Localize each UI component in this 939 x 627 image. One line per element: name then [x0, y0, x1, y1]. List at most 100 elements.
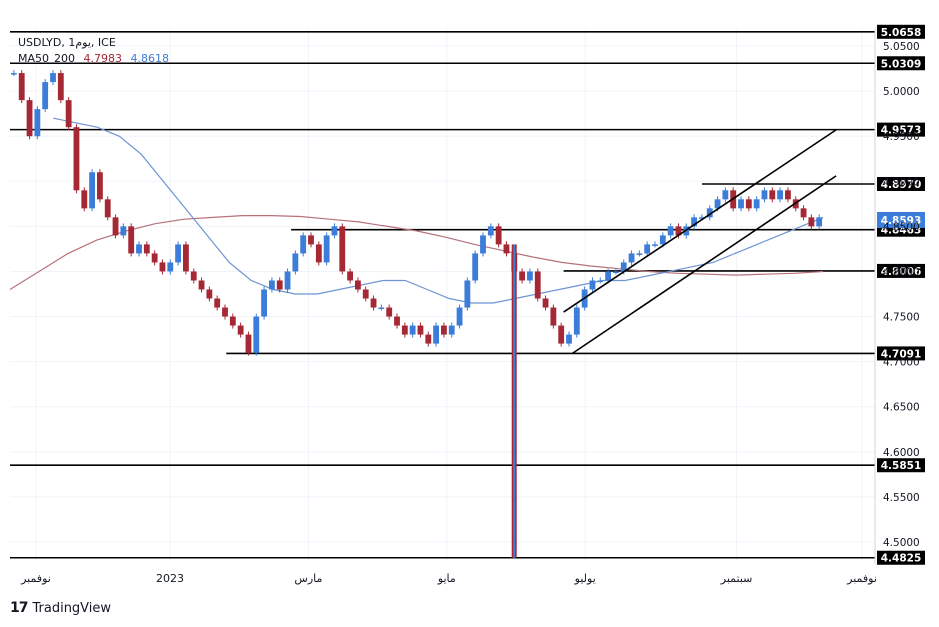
candle [503, 244, 510, 254]
candle [495, 226, 502, 245]
candle [433, 325, 440, 344]
candle [644, 244, 651, 254]
candle [808, 217, 815, 227]
price-level-tag [877, 176, 925, 191]
candle [370, 298, 377, 308]
candle [738, 199, 744, 209]
candle [245, 334, 252, 353]
candle [261, 289, 268, 317]
candle [667, 226, 674, 236]
price-level-tag [877, 122, 925, 137]
y-axis: 5.0500 5.0000 4.9500 4.9000 4.8500 4.8000 4.75… [874, 28, 920, 564]
moving-averages [9, 117, 824, 304]
candle [183, 244, 189, 272]
y-tick-label: 4.9000 [883, 176, 920, 188]
candle [339, 226, 346, 272]
candles [11, 70, 823, 558]
candle [558, 325, 565, 344]
price-level-label: 4.8970 [881, 179, 922, 191]
price-level-label: 5.0658 [881, 27, 922, 39]
candle [34, 109, 41, 137]
price-level-label: 4.5851 [881, 460, 922, 472]
candle [480, 235, 486, 254]
x-tick-label: يوليو [574, 572, 596, 585]
candle [73, 127, 80, 191]
candle [151, 253, 158, 263]
candle [89, 172, 96, 209]
candle [120, 226, 127, 236]
candle [175, 244, 182, 263]
candle [222, 307, 228, 317]
current-price-tag [877, 211, 925, 228]
price-level-label: 5.0309 [881, 58, 922, 70]
candle [276, 280, 283, 290]
candle [519, 271, 526, 281]
candle [652, 244, 658, 246]
candle [190, 271, 197, 281]
candle [605, 271, 612, 281]
candle [745, 199, 752, 209]
candle [441, 325, 447, 335]
candle [331, 226, 338, 236]
price-level-label: 4.9573 [881, 125, 922, 137]
ma-label-2: 200 [54, 52, 76, 65]
candle [613, 271, 619, 273]
candle [456, 307, 463, 326]
y-tick-label: 4.9500 [883, 131, 920, 143]
ma-value-2: 4.8618 [130, 52, 170, 65]
price-level-tag [877, 24, 925, 39]
candle [659, 235, 666, 245]
candle [761, 190, 768, 200]
candle [386, 307, 393, 317]
candle [18, 73, 25, 101]
candle [57, 73, 64, 101]
y-tick-label: 4.8000 [883, 266, 920, 278]
y-tick-label: 4.5500 [883, 492, 920, 504]
x-tick-label: مايو [437, 572, 456, 585]
price-level-tag [877, 458, 925, 473]
candle [167, 262, 174, 272]
price-level-tag [877, 56, 925, 71]
candle [315, 244, 322, 263]
candle [394, 316, 400, 326]
candle [589, 280, 596, 290]
candle [50, 73, 56, 83]
candle [597, 280, 604, 282]
candle [347, 271, 354, 281]
candle [800, 208, 807, 218]
candle [136, 244, 142, 254]
price-level-tag [877, 263, 925, 278]
x-tick-label: نوفمبر [20, 572, 51, 585]
candle [26, 100, 33, 137]
candle [534, 271, 541, 299]
y-tick-label: 5.0000 [883, 86, 920, 98]
candle [362, 289, 369, 299]
candle [691, 217, 698, 227]
candle [699, 217, 705, 219]
candle [785, 190, 791, 200]
candle [566, 334, 572, 344]
candle [753, 199, 760, 209]
candle [143, 244, 150, 254]
candle [628, 253, 635, 263]
y-tick-label: 4.7000 [883, 357, 920, 369]
footer: 17 TradingView [10, 600, 111, 616]
candle [97, 172, 103, 200]
candle [323, 235, 330, 263]
candle [214, 298, 221, 308]
candle [253, 316, 260, 353]
candle [198, 280, 205, 290]
candle [401, 325, 408, 335]
candle [159, 262, 166, 272]
candle [550, 307, 557, 326]
chart-legend: USDLYD, 1يوم, ICE MA50 200 4.7983 4.8618 [18, 35, 174, 67]
ma-label: MA50 [18, 52, 50, 65]
y-tick-label: 4.6500 [883, 402, 920, 414]
candle [425, 334, 432, 344]
candle [355, 280, 361, 290]
candle [706, 208, 713, 218]
candle [777, 190, 784, 200]
candle [81, 190, 88, 209]
channel-lower-line [571, 175, 837, 355]
